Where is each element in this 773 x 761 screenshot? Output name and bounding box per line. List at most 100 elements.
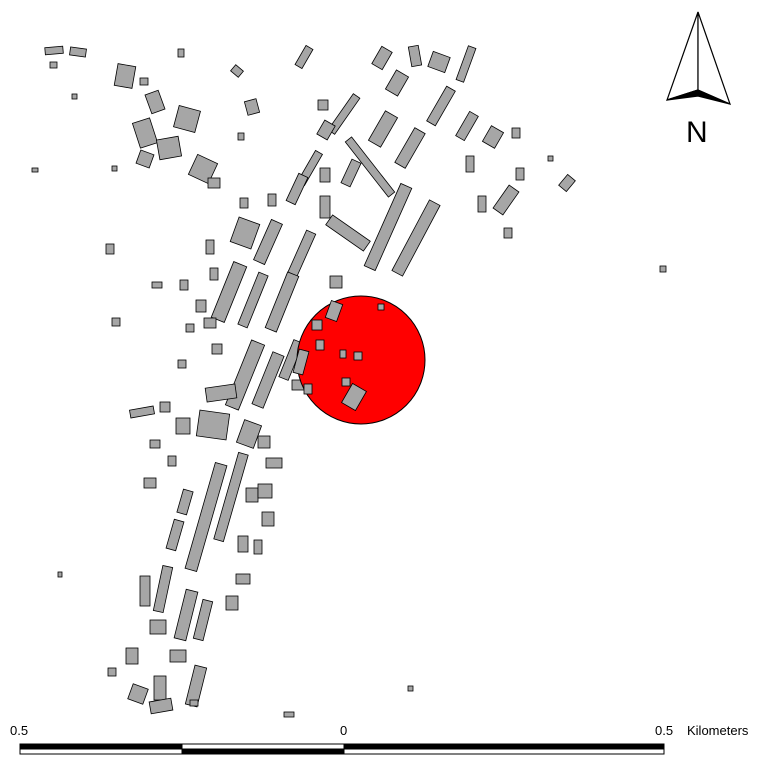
scale-label-right: 0.5 xyxy=(655,723,673,738)
building xyxy=(264,271,300,333)
building xyxy=(207,177,221,189)
building xyxy=(363,182,413,272)
building xyxy=(211,343,223,355)
building xyxy=(107,667,117,677)
building xyxy=(195,409,231,441)
building xyxy=(265,457,283,469)
building xyxy=(243,98,261,116)
building xyxy=(230,64,244,78)
building xyxy=(57,571,63,578)
building xyxy=(143,477,157,489)
building xyxy=(151,281,163,289)
building xyxy=(184,461,228,573)
scale-segment xyxy=(181,748,345,755)
building xyxy=(71,93,78,100)
building xyxy=(558,173,576,193)
building xyxy=(144,89,166,115)
building xyxy=(225,595,239,611)
building xyxy=(407,44,423,68)
building xyxy=(153,675,167,701)
building xyxy=(111,317,121,327)
scale-segment xyxy=(19,743,183,750)
building xyxy=(455,45,477,83)
building xyxy=(237,271,269,329)
building xyxy=(205,239,215,255)
building xyxy=(173,105,201,133)
building xyxy=(139,77,149,86)
building xyxy=(245,487,259,503)
building xyxy=(317,99,329,111)
building xyxy=(292,348,310,376)
building xyxy=(187,153,219,185)
building xyxy=(319,195,331,219)
building xyxy=(111,165,118,172)
building xyxy=(407,685,414,692)
building xyxy=(189,699,199,707)
building xyxy=(367,110,399,148)
building xyxy=(324,299,344,323)
scale-bar: 0.5 0 0.5 Kilometers xyxy=(10,723,749,755)
building xyxy=(173,588,199,642)
building xyxy=(203,317,217,329)
building xyxy=(44,45,64,56)
scale-segment xyxy=(343,748,665,755)
building xyxy=(135,149,155,169)
building xyxy=(340,158,362,188)
building xyxy=(325,214,371,252)
building xyxy=(547,155,554,162)
building xyxy=(394,127,426,169)
building xyxy=(285,229,317,281)
building xyxy=(165,518,185,552)
building xyxy=(465,155,475,173)
building xyxy=(237,535,249,553)
building xyxy=(113,63,137,89)
building xyxy=(69,46,87,58)
building xyxy=(169,649,187,663)
building xyxy=(427,50,451,74)
building xyxy=(477,195,487,213)
building xyxy=(131,117,159,149)
building xyxy=(316,119,336,141)
scale-segment xyxy=(19,748,183,755)
building xyxy=(339,349,347,359)
building xyxy=(159,401,171,413)
building xyxy=(177,359,187,369)
north-arrow-label: N xyxy=(686,116,708,149)
building xyxy=(175,417,191,435)
building xyxy=(192,598,214,642)
building xyxy=(353,351,363,361)
building xyxy=(257,483,273,499)
building xyxy=(127,683,149,705)
building xyxy=(235,573,251,585)
building xyxy=(152,564,174,614)
scale-units: Kilometers xyxy=(687,723,749,738)
building xyxy=(155,135,183,161)
building xyxy=(391,199,441,277)
buildings-in-buffer xyxy=(292,299,385,412)
building xyxy=(125,647,139,665)
building xyxy=(492,184,520,216)
building xyxy=(329,275,343,289)
building xyxy=(229,216,261,250)
building xyxy=(261,511,275,527)
building xyxy=(148,697,174,715)
building xyxy=(167,455,177,467)
building xyxy=(503,227,513,239)
building xyxy=(149,439,161,449)
building xyxy=(239,197,249,209)
building xyxy=(285,172,309,206)
scale-segment xyxy=(343,743,665,750)
building xyxy=(371,45,393,71)
scale-label-left: 0.5 xyxy=(10,723,28,738)
building xyxy=(204,383,238,403)
building xyxy=(176,488,194,516)
building xyxy=(213,451,249,543)
building xyxy=(303,383,313,395)
building xyxy=(311,319,323,331)
building xyxy=(341,382,367,412)
building xyxy=(210,261,248,323)
building xyxy=(49,61,58,69)
building xyxy=(253,218,283,266)
building xyxy=(251,351,285,409)
